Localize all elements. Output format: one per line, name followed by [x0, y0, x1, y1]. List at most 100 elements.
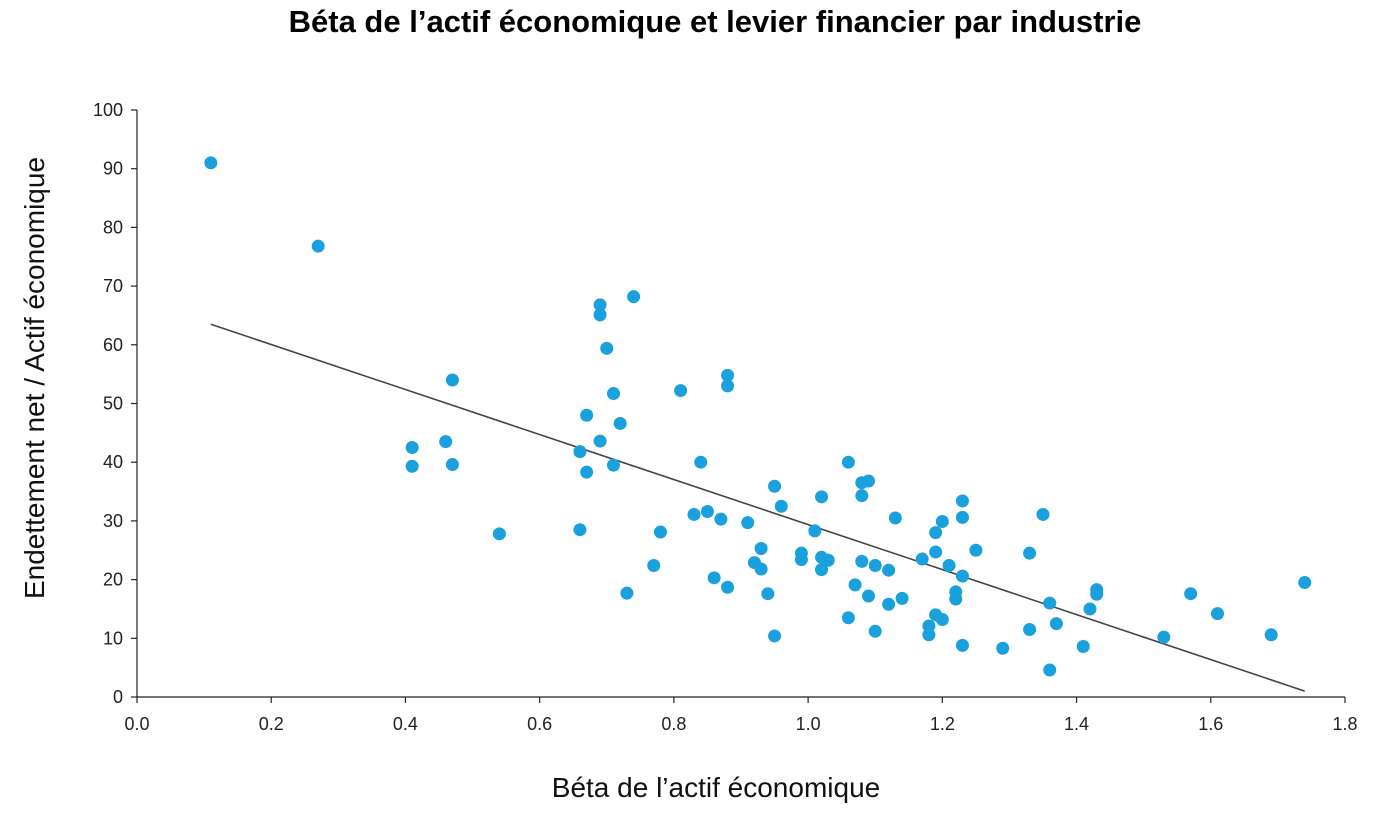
- data-point: [855, 554, 869, 568]
- axes: [136, 110, 1345, 698]
- data-point: [573, 523, 587, 537]
- y-tick-label: 10: [103, 628, 123, 648]
- data-point: [949, 592, 963, 606]
- data-point: [882, 597, 896, 611]
- data-point: [808, 524, 822, 538]
- data-point: [1036, 507, 1050, 521]
- data-point: [674, 384, 688, 398]
- data-point: [687, 507, 701, 521]
- data-point: [600, 341, 614, 355]
- data-point: [1049, 617, 1063, 631]
- data-point: [841, 611, 855, 625]
- x-tick-label: 0.6: [527, 714, 552, 734]
- y-tick-label: 90: [103, 159, 123, 179]
- data-point: [955, 510, 969, 524]
- data-point: [929, 545, 943, 559]
- data-point: [593, 298, 607, 312]
- data-point: [1264, 628, 1278, 642]
- x-tick-label: 1.4: [1064, 714, 1089, 734]
- x-tick-label: 1.2: [930, 714, 955, 734]
- data-point: [888, 511, 902, 525]
- data-point: [815, 563, 829, 577]
- data-point: [868, 559, 882, 573]
- data-point: [761, 587, 775, 601]
- data-point: [714, 512, 728, 526]
- data-point: [593, 308, 607, 322]
- data-point: [620, 586, 634, 600]
- y-tick-label: 30: [103, 511, 123, 531]
- data-point: [868, 624, 882, 638]
- y-tick-label: 40: [103, 452, 123, 472]
- data-point: [955, 638, 969, 652]
- data-point: [1083, 602, 1097, 616]
- data-point: [627, 290, 641, 304]
- data-point: [754, 562, 768, 576]
- data-point: [439, 435, 453, 449]
- data-point: [774, 499, 788, 513]
- data-point: [1023, 622, 1037, 636]
- points-layer: [204, 156, 1312, 677]
- data-point: [754, 541, 768, 555]
- data-point: [1157, 630, 1171, 644]
- data-point: [1210, 607, 1224, 621]
- data-point: [405, 459, 419, 473]
- data-point: [311, 239, 325, 253]
- data-point: [942, 559, 956, 573]
- data-point: [580, 408, 594, 422]
- data-point: [721, 368, 735, 382]
- data-point: [1023, 546, 1037, 560]
- data-point: [492, 527, 506, 541]
- data-point: [707, 571, 721, 585]
- y-tick-label: 0: [113, 687, 123, 707]
- data-point: [721, 580, 735, 594]
- data-point: [969, 543, 983, 557]
- data-point: [1298, 576, 1312, 590]
- data-point: [848, 578, 862, 592]
- data-point: [721, 379, 735, 393]
- data-point: [1043, 596, 1057, 610]
- chart-title: Béta de l’actif économique et levier fin…: [288, 4, 1142, 39]
- data-point: [606, 458, 620, 472]
- data-point: [821, 553, 835, 567]
- data-point: [862, 589, 876, 603]
- data-point: [841, 455, 855, 469]
- data-point: [1090, 587, 1104, 601]
- data-point: [915, 552, 929, 566]
- data-point: [768, 479, 782, 493]
- data-point: [1076, 640, 1090, 654]
- data-point: [935, 613, 949, 627]
- y-tick-label: 20: [103, 570, 123, 590]
- x-tick-label: 0.2: [259, 714, 284, 734]
- data-point: [573, 445, 587, 459]
- data-point: [929, 526, 943, 540]
- trendline-layer: [210, 323, 1305, 692]
- y-tick-label: 70: [103, 276, 123, 296]
- data-point: [741, 516, 755, 530]
- data-point: [815, 490, 829, 504]
- x-tick-label: 1.0: [796, 714, 821, 734]
- y-tick-label: 50: [103, 394, 123, 414]
- y-tick-label: 80: [103, 217, 123, 237]
- y-axis-label: Endettement net / Actif économique: [19, 157, 50, 599]
- data-point: [922, 628, 936, 642]
- data-point: [862, 474, 876, 488]
- data-point: [613, 416, 627, 430]
- y-ticks: 0 10 20 30 40 50 60 70 80 90 100: [93, 100, 137, 707]
- trendline: [210, 323, 1305, 692]
- data-point: [794, 553, 808, 567]
- data-point: [955, 569, 969, 583]
- y-tick-label: 100: [93, 100, 123, 120]
- data-point: [855, 489, 869, 503]
- x-axis-label: Béta de l’actif économique: [552, 772, 880, 803]
- data-point: [1184, 587, 1198, 601]
- data-point: [593, 434, 607, 448]
- x-tick-label: 0.4: [393, 714, 418, 734]
- data-point: [768, 629, 782, 643]
- data-point: [996, 641, 1010, 655]
- data-point: [700, 505, 714, 519]
- data-point: [204, 156, 218, 170]
- data-point: [653, 525, 667, 539]
- data-point: [580, 465, 594, 479]
- x-tick-label: 1.6: [1198, 714, 1223, 734]
